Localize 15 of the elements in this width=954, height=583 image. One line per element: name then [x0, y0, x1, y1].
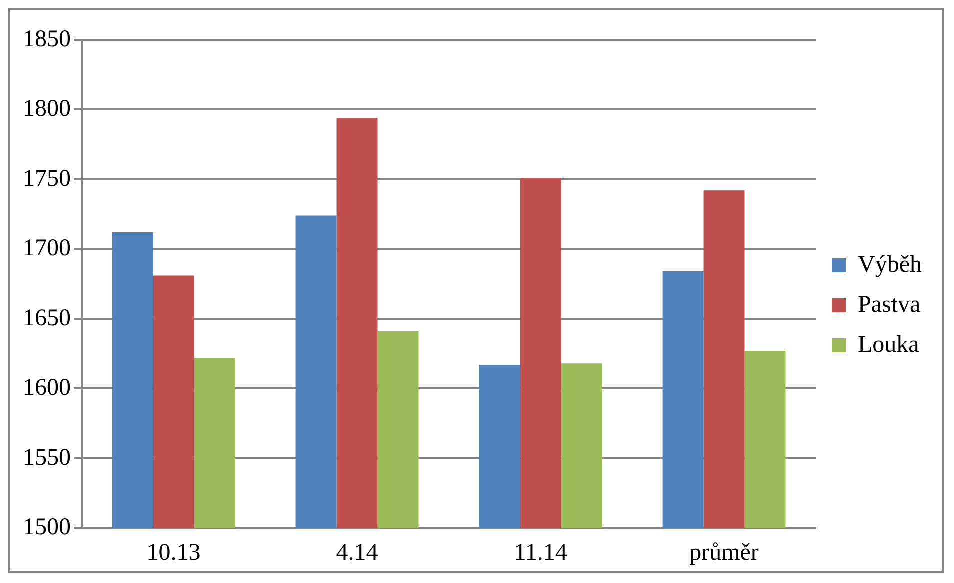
legend-label: Výběh — [858, 252, 922, 278]
y-tick-label: 1500 — [23, 514, 71, 540]
y-tick-label: 1750 — [23, 166, 71, 192]
x-tick-label: průměr — [690, 540, 759, 566]
y-tick-label: 1600 — [23, 375, 71, 402]
y-tick-label: 1850 — [23, 26, 71, 52]
y-tick-label: 1700 — [23, 236, 71, 262]
x-tick-label: 10.13 — [146, 540, 201, 566]
x-tick-label: 11.14 — [514, 540, 568, 566]
legend-label: Pastva — [858, 292, 922, 318]
x-tick-label: 4.14 — [336, 540, 378, 566]
y-tick-label: 1650 — [23, 305, 71, 332]
legend-label: Louka — [858, 332, 920, 358]
y-tick-label: 1550 — [23, 444, 71, 471]
y-tick-label: 1800 — [23, 96, 71, 122]
